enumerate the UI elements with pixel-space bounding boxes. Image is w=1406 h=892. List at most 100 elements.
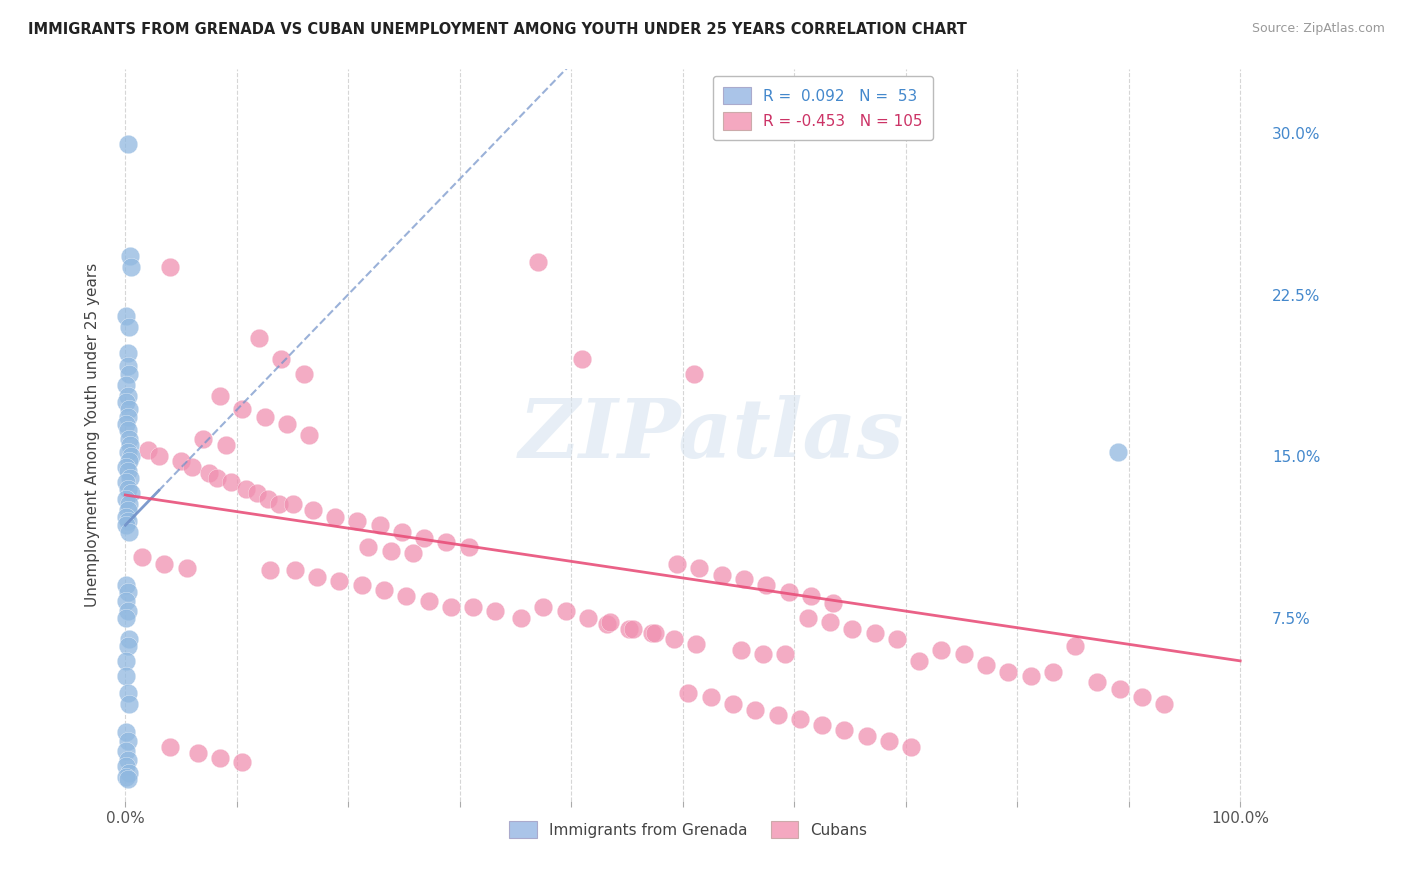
Point (120, 260, 142, 274)
Point (153, 557, 176, 571)
Point (115, 417, 138, 431)
Point (440, 600, 463, 615)
Point (699, 690, 721, 705)
Point (395, 589, 418, 603)
Point (115, 654, 138, 668)
Point (117, 514, 139, 528)
Point (176, 561, 198, 575)
Point (436, 535, 458, 549)
Point (531, 600, 554, 615)
Point (159, 739, 181, 754)
Point (115, 725, 138, 739)
Point (117, 585, 139, 599)
Point (117, 410, 139, 425)
Point (796, 611, 818, 625)
Point (115, 492, 138, 507)
Point (159, 260, 181, 274)
Point (683, 368, 706, 382)
Point (246, 486, 269, 500)
Point (368, 518, 391, 533)
Point (259, 563, 281, 577)
Point (198, 467, 221, 481)
Point (209, 751, 232, 765)
Point (257, 492, 280, 507)
Point (115, 475, 138, 489)
Point (662, 632, 685, 647)
Point (118, 249, 141, 263)
Point (841, 622, 863, 636)
Point (120, 449, 142, 463)
Point (120, 486, 142, 500)
Point (766, 707, 789, 722)
Point (231, 755, 253, 769)
Point (688, 561, 710, 575)
Point (1042, 665, 1064, 679)
Point (187, 747, 209, 761)
Point (1019, 669, 1042, 683)
Point (117, 136, 139, 151)
Point (118, 368, 141, 382)
Point (205, 471, 228, 485)
Point (115, 669, 138, 683)
Point (117, 424, 139, 438)
Point (219, 475, 242, 489)
Point (510, 611, 533, 625)
Point (1087, 675, 1109, 690)
Point (269, 497, 291, 511)
Point (117, 753, 139, 767)
Point (402, 546, 425, 560)
Point (117, 604, 139, 618)
Point (115, 770, 138, 784)
Point (118, 438, 141, 452)
Point (1130, 690, 1153, 705)
Point (678, 686, 700, 700)
Text: Source: ZipAtlas.com: Source: ZipAtlas.com (1251, 22, 1385, 36)
Point (115, 759, 138, 773)
Point (193, 432, 215, 446)
Point (811, 718, 834, 732)
Point (117, 359, 139, 373)
Point (115, 518, 138, 533)
Point (181, 460, 204, 475)
Point (380, 544, 402, 558)
Point (596, 617, 619, 632)
Point (710, 567, 733, 582)
Point (855, 729, 877, 743)
Point (644, 625, 666, 640)
Point (1153, 697, 1175, 711)
Point (117, 445, 139, 459)
Point (640, 625, 662, 640)
Point (463, 600, 485, 615)
Point (118, 453, 141, 467)
Point (908, 654, 931, 668)
Point (298, 427, 321, 442)
Point (215, 438, 238, 452)
Point (418, 593, 440, 607)
Point (117, 772, 139, 787)
Point (270, 352, 292, 367)
Point (131, 550, 153, 565)
Point (733, 572, 755, 586)
Y-axis label: Unemployment Among Youth under 25 years: Unemployment Among Youth under 25 years (86, 262, 100, 607)
Point (997, 665, 1019, 679)
Point (484, 604, 506, 618)
Point (235, 482, 257, 496)
Point (554, 604, 576, 618)
Point (886, 632, 908, 647)
Point (619, 622, 641, 636)
Point (148, 449, 170, 463)
Point (323, 509, 346, 524)
Point (357, 540, 380, 554)
Point (877, 733, 900, 747)
Point (744, 703, 766, 717)
Point (170, 453, 193, 467)
Point (117, 686, 139, 700)
Point (118, 632, 141, 647)
Point (118, 401, 141, 416)
Point (599, 615, 621, 629)
Point (307, 570, 329, 584)
Point (118, 524, 141, 539)
Point (373, 582, 395, 597)
Point (281, 497, 304, 511)
Point (117, 482, 139, 496)
